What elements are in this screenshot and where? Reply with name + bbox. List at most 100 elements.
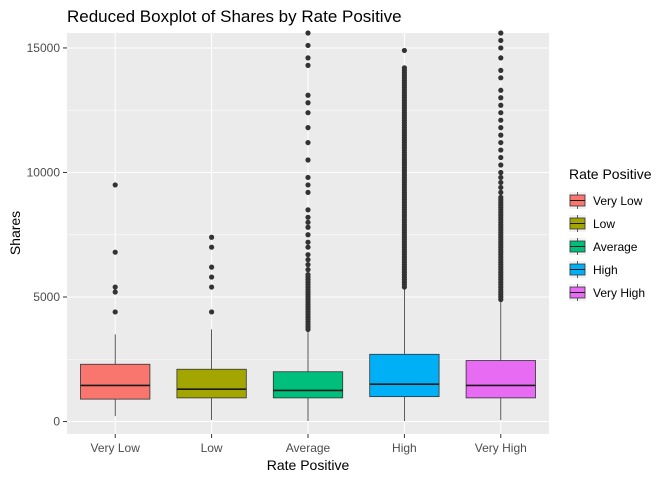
legend-title: Rate Positive — [569, 166, 652, 182]
outlier-point — [209, 264, 215, 270]
outlier-point — [305, 252, 311, 258]
outlier-point — [305, 267, 311, 273]
outlier-point — [305, 189, 311, 196]
box-high — [369, 47, 440, 422]
outlier-point — [305, 244, 311, 250]
outlier-point — [305, 125, 311, 131]
x-tick-label: Average — [286, 441, 331, 455]
outlier-point — [305, 232, 311, 238]
outlier-point — [498, 194, 504, 200]
outlier-point — [498, 67, 504, 73]
legend-label: Average — [593, 240, 638, 254]
outlier-point — [305, 207, 311, 213]
outlier-point — [209, 274, 215, 280]
outlier-point — [498, 55, 504, 61]
outlier-point — [498, 117, 504, 123]
x-tick-label: Very Low — [91, 441, 141, 455]
outlier-point — [498, 174, 504, 181]
outlier-point — [305, 219, 311, 225]
outlier-point — [209, 309, 215, 315]
box-layer — [80, 30, 536, 422]
legend-item: High — [569, 261, 618, 278]
box-very-low — [80, 182, 151, 417]
outlier-point — [112, 284, 118, 290]
outlier-point — [112, 289, 118, 295]
legend: Rate Positive Very LowLowAverageHighVery… — [569, 166, 652, 301]
outlier-point — [498, 75, 504, 81]
outlier-point — [209, 284, 215, 290]
y-tick-label: 0 — [53, 415, 60, 429]
box-iqr — [465, 360, 536, 399]
box-iqr — [176, 368, 247, 399]
outlier-point — [112, 249, 118, 255]
outlier-point — [498, 95, 504, 101]
outlier-point — [498, 184, 504, 191]
box-very-high — [465, 30, 536, 421]
outlier-point — [498, 87, 504, 93]
outlier-point — [401, 47, 407, 54]
legend-label: Low — [593, 217, 615, 231]
y-axis-title: Shares — [7, 211, 23, 255]
outlier-point — [305, 257, 311, 263]
y-tick-label: 5000 — [33, 290, 60, 304]
box-iqr — [80, 363, 151, 400]
x-tick-label: High — [392, 441, 417, 455]
outlier-point — [305, 182, 311, 188]
x-tick-label: Very High — [475, 441, 527, 455]
outlier-point — [305, 157, 311, 163]
x-axis: Very Low Low Average High Very High — [91, 434, 527, 455]
outlier-point — [305, 100, 311, 106]
y-tick-label: 15000 — [27, 41, 61, 55]
outlier-point — [209, 234, 215, 240]
outlier-point — [305, 271, 311, 278]
outlier-point — [305, 42, 311, 49]
box-iqr — [369, 353, 440, 398]
outlier-point — [305, 174, 311, 181]
outlier-point — [498, 189, 504, 196]
outlier-point — [498, 154, 504, 161]
outlier-point — [498, 169, 504, 176]
outlier-point — [112, 182, 118, 188]
outlier-point — [305, 239, 311, 245]
outlier-point — [498, 139, 504, 146]
outlier-point — [305, 30, 311, 36]
outlier-point — [498, 162, 504, 168]
outlier-point — [112, 309, 118, 315]
outlier-point — [498, 102, 504, 108]
box-low — [176, 234, 247, 421]
box-iqr — [272, 371, 344, 399]
outlier-point — [209, 244, 215, 250]
legend-item: Very Low — [569, 192, 643, 209]
legend-label: Very Low — [593, 194, 643, 208]
box-average — [272, 30, 344, 422]
outlier-point — [305, 110, 311, 116]
outlier-point — [498, 37, 504, 44]
outlier-point — [498, 30, 504, 36]
legend-items: Very Low Low Average High Very High — [569, 192, 645, 301]
outlier-point — [498, 110, 504, 116]
x-tick-label: Low — [201, 441, 223, 455]
outlier-point — [305, 214, 311, 220]
x-axis-title: Rate Positive — [267, 457, 350, 473]
outlier-point — [401, 65, 407, 71]
outlier-point — [305, 55, 311, 61]
legend-item: Very High — [569, 284, 645, 301]
legend-label: Very High — [593, 286, 645, 300]
outlier-point — [305, 92, 311, 98]
y-tick-label: 10000 — [27, 165, 61, 179]
outlier-point — [305, 139, 311, 146]
outlier-point — [498, 147, 504, 153]
outlier-point — [498, 179, 504, 186]
outlier-point — [305, 62, 311, 68]
legend-item: Low — [569, 215, 615, 232]
outlier-point — [305, 262, 311, 268]
chart-title: Reduced Boxplot of Shares by Rate Positi… — [67, 7, 402, 26]
legend-label: High — [593, 263, 618, 277]
outlier-point — [498, 132, 504, 138]
legend-item: Average — [569, 238, 638, 255]
y-axis: 0 5000 10000 15000 — [27, 41, 67, 429]
outlier-point — [498, 45, 504, 51]
outlier-point — [305, 224, 311, 230]
outlier-point — [498, 125, 504, 131]
